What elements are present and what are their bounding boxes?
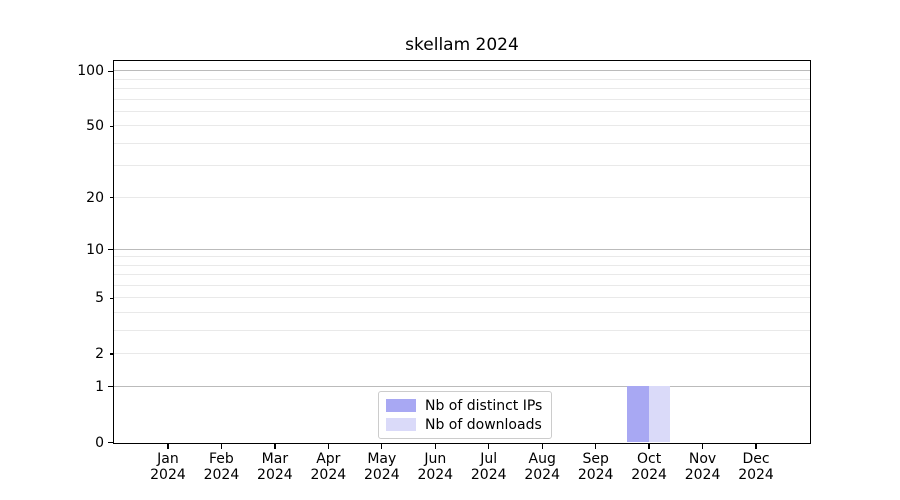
- x-tick-label: Feb 2024: [189, 451, 253, 483]
- legend-label-downloads: Nb of downloads: [425, 416, 542, 433]
- x-tick-mark: [327, 444, 329, 449]
- y-tick-label: 2: [95, 346, 104, 363]
- bar-downloads: [648, 386, 670, 442]
- legend: Nb of distinct IPs Nb of downloads: [378, 391, 553, 439]
- x-tick-mark: [755, 444, 757, 449]
- x-tick-year: 2024: [150, 467, 186, 483]
- x-tick-label: Jun 2024: [403, 451, 467, 483]
- x-tick-month: Jan: [157, 451, 179, 467]
- x-tick-year: 2024: [738, 467, 774, 483]
- x-tick-label: Oct 2024: [617, 451, 681, 483]
- x-tick-label: May 2024: [350, 451, 414, 483]
- legend-item-distinct-ips: Nb of distinct IPs: [386, 396, 542, 415]
- x-tick-label: Mar 2024: [243, 451, 307, 483]
- x-tick-month: Nov: [688, 451, 717, 467]
- x-tick-year: 2024: [310, 467, 347, 483]
- minor-gridline: [114, 98, 810, 100]
- gridlines-layer: [114, 61, 810, 443]
- y-tick-label: 100: [77, 63, 104, 80]
- minor-gridline: [114, 142, 810, 144]
- x-tick-year: 2024: [470, 467, 507, 483]
- x-tick-mark: [381, 444, 383, 449]
- x-tick-month: Sep: [582, 451, 609, 467]
- x-tick-mark: [595, 444, 597, 449]
- minor-gridline: [114, 353, 810, 355]
- x-tick-label: Dec 2024: [724, 451, 788, 483]
- x-tick-label: Nov 2024: [671, 451, 735, 483]
- x-tick-month: Jul: [480, 451, 498, 467]
- y-tick-label: 10: [86, 241, 104, 258]
- minor-gridline: [114, 297, 810, 299]
- x-tick-label: Apr 2024: [296, 451, 360, 483]
- x-tick-month: Mar: [261, 451, 289, 467]
- x-tick-year: 2024: [203, 467, 240, 483]
- x-tick-year: 2024: [257, 467, 293, 483]
- minor-gridline: [114, 125, 810, 127]
- major-gridline: [114, 385, 810, 387]
- x-tick-year: 2024: [363, 467, 400, 483]
- x-tick-month: Apr: [316, 451, 341, 467]
- x-tick-year: 2024: [417, 467, 454, 483]
- minor-gridline: [114, 110, 810, 112]
- y-tick-label: 0: [95, 434, 104, 451]
- x-tick-month: Jun: [424, 451, 447, 467]
- legend-item-downloads: Nb of downloads: [386, 415, 542, 434]
- minor-gridline: [114, 196, 810, 198]
- x-tick-mark: [274, 444, 276, 449]
- x-tick-label: Sep 2024: [564, 451, 628, 483]
- x-tick-mark: [541, 444, 543, 449]
- x-tick-year: 2024: [577, 467, 614, 483]
- x-tick-label: Aug 2024: [510, 451, 574, 483]
- x-tick-mark: [434, 444, 436, 449]
- x-tick-mark: [701, 444, 704, 449]
- legend-swatch-distinct-ips: [386, 399, 416, 412]
- major-gridline: [114, 248, 810, 250]
- minor-gridline: [114, 264, 810, 266]
- minor-gridline: [114, 284, 810, 286]
- y-tick-label: 50: [86, 118, 104, 135]
- x-tick-label: Jul 2024: [457, 451, 521, 483]
- y-tick-label: 20: [86, 189, 104, 206]
- x-tick-month: Oct: [637, 451, 662, 467]
- minor-gridline: [114, 87, 810, 89]
- bar-distinct-ips: [627, 386, 649, 442]
- x-tick-mark: [220, 444, 223, 449]
- minor-gridline: [114, 256, 810, 258]
- x-tick-year: 2024: [684, 467, 721, 483]
- x-tick-mark: [648, 444, 650, 449]
- x-tick-mark: [488, 444, 490, 449]
- y-tick-label: 1: [95, 378, 104, 395]
- legend-swatch-downloads: [386, 418, 416, 431]
- chart-title: skellam 2024: [405, 35, 519, 55]
- x-tick-label: Jan 2024: [136, 451, 200, 483]
- legend-label-distinct-ips: Nb of distinct IPs: [425, 397, 543, 414]
- x-tick-month: Aug: [528, 451, 556, 467]
- minor-gridline: [114, 329, 810, 331]
- x-tick-year: 2024: [631, 467, 667, 483]
- x-tick-month: Dec: [742, 451, 770, 467]
- x-tick-month: Feb: [209, 451, 234, 467]
- x-tick-year: 2024: [524, 467, 560, 483]
- major-gridline: [114, 70, 810, 72]
- plot-area: [113, 60, 811, 444]
- minor-gridline: [114, 274, 810, 276]
- minor-gridline: [114, 165, 810, 167]
- minor-gridline: [114, 312, 810, 314]
- minor-gridline: [114, 78, 810, 80]
- bars-layer: [114, 61, 810, 443]
- x-tick-month: May: [367, 451, 397, 467]
- x-tick-mark: [167, 444, 169, 449]
- y-tick-label: 5: [95, 290, 104, 307]
